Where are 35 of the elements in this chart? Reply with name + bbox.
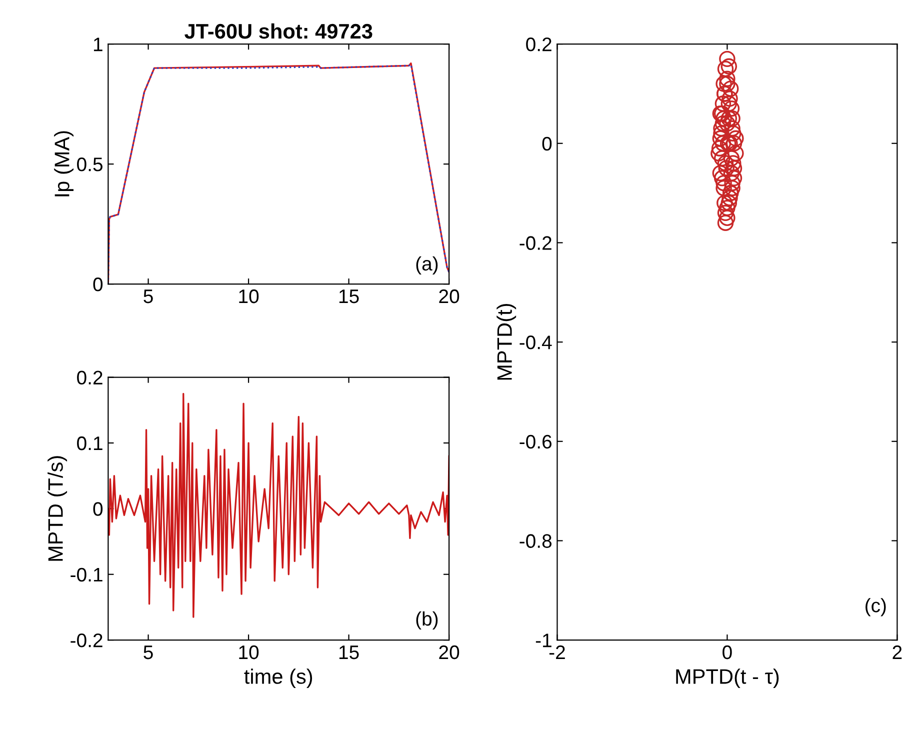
y-tick-label: -0.2 bbox=[70, 634, 102, 648]
x-tick-label: 20 bbox=[439, 645, 460, 660]
y-axis-title: Ip (MA) bbox=[54, 131, 74, 196]
y-tick-label: 0.2 bbox=[77, 370, 102, 385]
x-tick-label: 5 bbox=[144, 290, 153, 304]
chart-title: JT-60U shot: 49723 bbox=[184, 23, 372, 39]
y-tick-label: 0 bbox=[542, 136, 552, 151]
x-axis-title: time (s) bbox=[244, 668, 312, 688]
x-tick-label: 10 bbox=[239, 645, 259, 660]
x-tick-label: 15 bbox=[339, 290, 359, 304]
x-tick-label: 5 bbox=[144, 646, 153, 660]
x-tick-label: 15 bbox=[339, 646, 359, 660]
y-tick-label: -0.6 bbox=[520, 434, 552, 449]
y-tick-label: 1 bbox=[94, 38, 102, 52]
x-tick-label: 0 bbox=[722, 645, 732, 660]
annotation: (c) bbox=[866, 598, 886, 616]
x-axis-title: MPTD(t - τ) bbox=[676, 668, 779, 688]
y-tick-label: 0 bbox=[93, 502, 103, 516]
y-tick-label: -0.8 bbox=[520, 534, 552, 548]
x-tick-label: 10 bbox=[239, 289, 259, 304]
x-tick-label: 2 bbox=[892, 645, 902, 659]
y-tick-label: 0.2 bbox=[526, 38, 552, 52]
annotation: (b) bbox=[416, 611, 438, 630]
y-tick-label: 0.5 bbox=[77, 158, 102, 172]
y-tick-label: -1 bbox=[536, 634, 552, 648]
x-tick-label: 20 bbox=[439, 289, 460, 304]
y-tick-label: 0.1 bbox=[77, 436, 102, 450]
y-tick-label: -0.4 bbox=[520, 336, 552, 350]
y-tick-label: -0.1 bbox=[70, 568, 102, 582]
y-axis-title: MPTD (T/s) bbox=[48, 456, 68, 561]
annotation: (a) bbox=[416, 256, 438, 274]
y-tick-label: 0 bbox=[93, 278, 103, 292]
y-axis-title: MPTD(t) bbox=[496, 304, 516, 380]
x-tick-label: -2 bbox=[549, 645, 565, 659]
y-tick-label: -0.2 bbox=[520, 236, 552, 250]
